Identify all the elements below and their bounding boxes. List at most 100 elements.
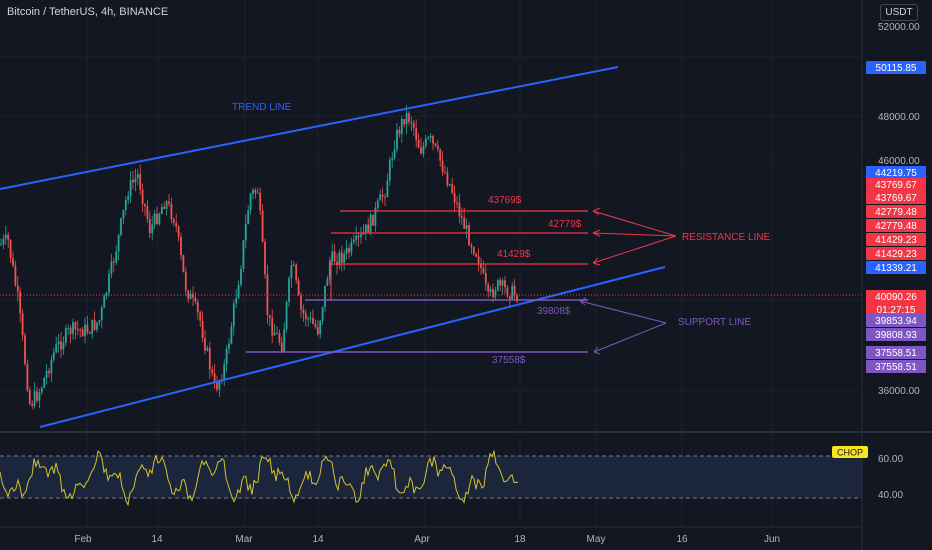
candle-body (372, 214, 374, 226)
candle-body (501, 280, 504, 286)
candle-body (237, 284, 240, 299)
candle-body (422, 146, 425, 154)
resistance-arrows (592, 207, 677, 266)
candle-body (230, 326, 233, 344)
candle-body (309, 317, 312, 319)
candle-body (304, 313, 307, 320)
candle-body (448, 184, 451, 186)
candle-body (201, 320, 204, 339)
level-label-42779: 42779$ (548, 219, 582, 230)
candle-body (182, 255, 185, 272)
time-axis[interactable]: Feb 14 Mar 14 Apr 18 May 16 Jun (74, 534, 780, 545)
price-tick-label: 46000.00 (878, 156, 920, 167)
price-tag (866, 328, 926, 341)
candle-body (463, 217, 466, 229)
candle-body (16, 285, 19, 292)
resistance-line-label: RESISTANCE LINE (682, 232, 770, 243)
candle-body (456, 202, 458, 204)
candle-body (156, 213, 158, 224)
candle-body (494, 290, 497, 298)
candle-body (516, 294, 518, 302)
candle-body (312, 317, 314, 324)
chop-indicator (0, 449, 862, 507)
candle-body (271, 317, 274, 336)
time-tick-label: Mar (235, 534, 253, 545)
price-tag (866, 191, 926, 204)
time-tick-label: 14 (312, 534, 324, 545)
candle-body (328, 261, 331, 279)
candle-body (321, 307, 324, 321)
price-tag (866, 178, 926, 191)
candle-body (480, 263, 482, 269)
candle-body (148, 218, 151, 234)
candle-body (403, 118, 406, 125)
candle-body (436, 145, 439, 150)
candle-body (136, 173, 139, 179)
candle-body (79, 329, 82, 331)
candle-body (213, 373, 216, 383)
candle-body (81, 329, 84, 337)
candle-body (105, 292, 108, 296)
price-tag-label: 41429.23 (875, 249, 917, 260)
candle-body (477, 256, 480, 264)
price-tag-label: 39853.94 (875, 316, 917, 327)
price-tag (866, 360, 926, 373)
candle-body (492, 289, 494, 298)
candle-body (424, 138, 427, 147)
candle-body (398, 129, 401, 134)
price-axis[interactable]: 52000.00 48000.00 46000.00 36000.00 (878, 22, 920, 397)
time-tick-label: May (587, 534, 606, 545)
candle-body (511, 285, 514, 300)
candle-body (235, 298, 238, 304)
symbol-title[interactable]: Bitcoin / TetherUS, 4h, BINANCE (7, 6, 169, 18)
candle-body (141, 189, 144, 204)
candle-body (369, 214, 372, 233)
candle-body (429, 135, 432, 138)
candle-body (506, 287, 509, 297)
candle-body (410, 122, 413, 124)
candle-body (127, 196, 130, 201)
candle-body (21, 313, 24, 336)
chop-badge (832, 446, 868, 458)
candle-body (74, 322, 77, 330)
price-tag (866, 261, 926, 274)
candle-body (45, 370, 48, 379)
candle-body (117, 234, 120, 252)
candle-body (276, 332, 278, 334)
candle-body (338, 252, 341, 266)
candle-body (153, 213, 156, 225)
candle-body (43, 378, 46, 388)
candle-body (112, 261, 115, 263)
price-tag-label: 50115.85 (876, 63, 917, 74)
candle-body (273, 332, 276, 336)
time-tick-label: Apr (414, 534, 430, 545)
candle-body (124, 200, 127, 210)
candle-body (259, 192, 262, 211)
candle-body (40, 387, 43, 393)
candle-body (93, 319, 96, 330)
candle-body (208, 347, 211, 370)
candle-body (120, 218, 122, 235)
candle-body (324, 285, 326, 308)
candle-body (451, 184, 454, 193)
candle-body (52, 352, 55, 360)
trend-line-lower[interactable] (39, 266, 666, 428)
candle-body (139, 173, 142, 190)
price-tag-label: 37558.51 (875, 348, 917, 359)
currency-button[interactable]: USDT (880, 4, 918, 21)
candle-body (355, 235, 358, 240)
candle-body (228, 343, 230, 349)
price-tags: 50115.8544219.7543769.6743769.6742779.48… (866, 61, 926, 373)
candle-body (420, 147, 422, 154)
price-tag-label: 42779.48 (875, 221, 917, 232)
candle-body (19, 291, 22, 314)
trend-line-upper[interactable] (0, 66, 619, 190)
candle-body (482, 268, 485, 273)
price-tick-label: 52000.00 (878, 22, 920, 33)
candle-body (364, 224, 367, 233)
time-tick-label: 18 (514, 534, 526, 545)
candle-body (7, 234, 10, 240)
candle-body (472, 247, 475, 254)
candle-body (268, 314, 271, 318)
